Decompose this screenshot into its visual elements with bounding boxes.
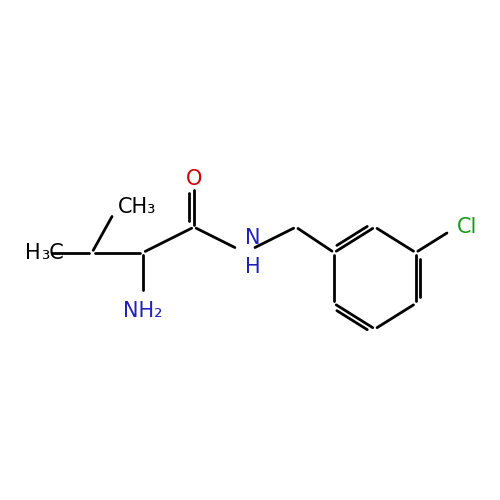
Text: NH₂: NH₂ [123, 301, 163, 321]
Text: H: H [26, 242, 41, 262]
Text: H: H [245, 256, 260, 276]
Text: ₃C: ₃C [41, 242, 64, 262]
Text: N: N [245, 228, 260, 248]
Text: Cl: Cl [456, 217, 477, 237]
Text: CH₃: CH₃ [118, 196, 156, 216]
Text: O: O [186, 168, 202, 188]
